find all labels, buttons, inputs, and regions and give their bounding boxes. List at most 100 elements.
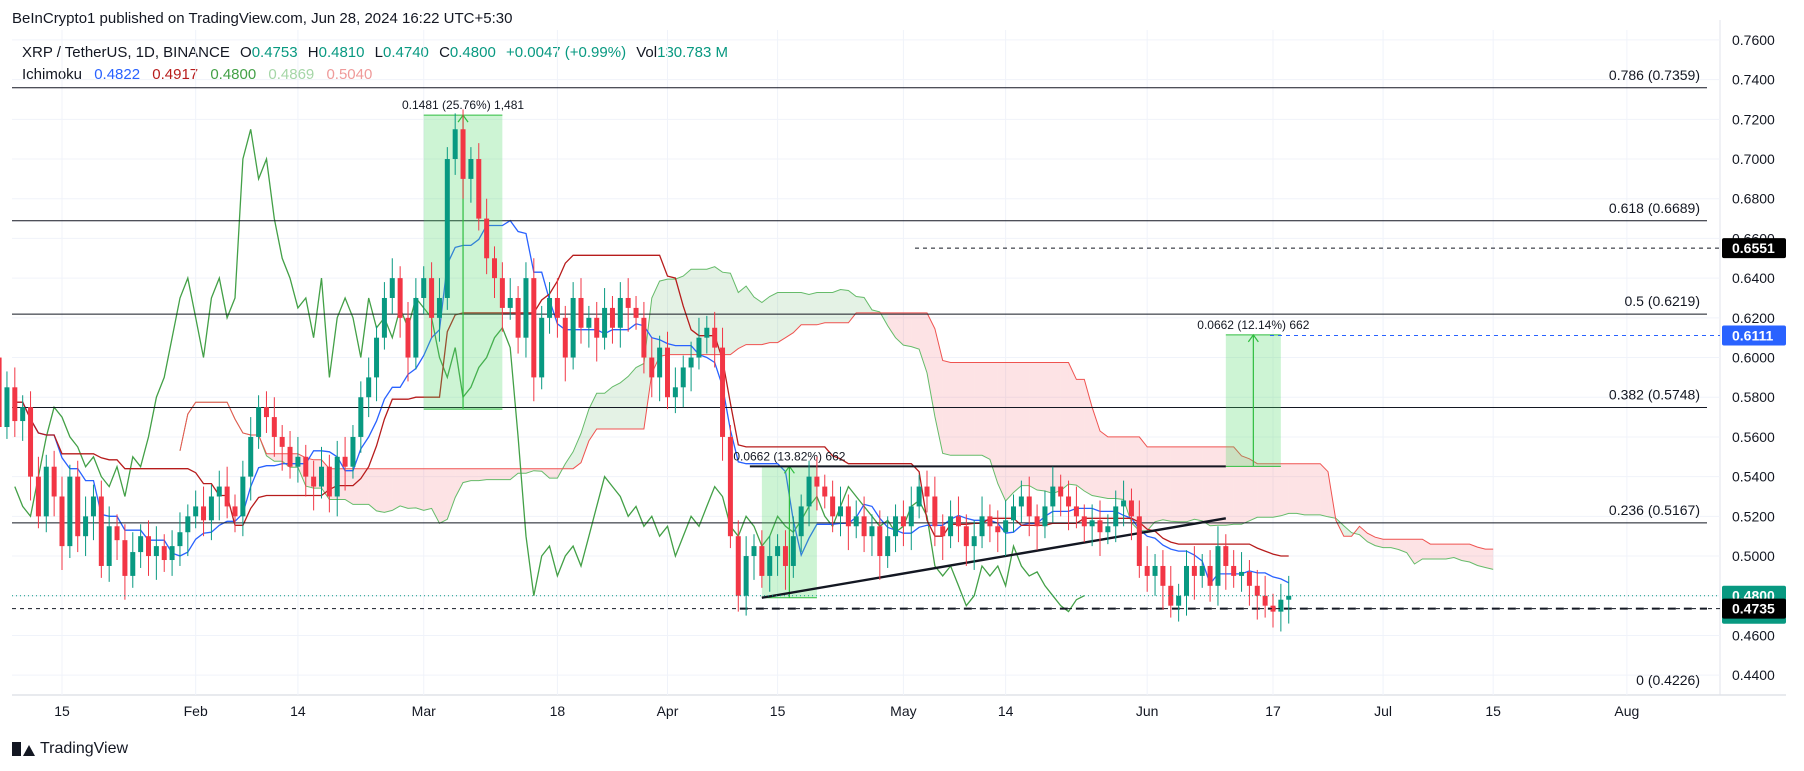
- ichimoku-cloud: [337, 468, 346, 500]
- ichimoku-cloud: [1241, 455, 1250, 525]
- candle-body: [177, 532, 183, 547]
- ichimoku-cloud: [345, 468, 353, 505]
- candle-body: [971, 536, 977, 547]
- ichimoku-cloud: [329, 468, 338, 500]
- price-badge-label: 0.4800: [1732, 588, 1775, 604]
- candle-body: [83, 516, 89, 537]
- ichimoku-cloud: [1013, 362, 1022, 493]
- candle-body: [43, 466, 49, 517]
- ichimoku-cloud: [541, 468, 550, 479]
- ichimoku-value: 0.4800: [210, 66, 257, 83]
- candle-body: [201, 506, 207, 521]
- candle-body: [672, 387, 678, 398]
- ichimoku-cloud: [706, 266, 715, 355]
- candle-body: [767, 556, 773, 576]
- candle-body: [665, 347, 670, 398]
- tradingview-logo: TradingView: [12, 740, 128, 758]
- candle-body: [326, 466, 332, 497]
- ichimoku-cloud: [447, 468, 456, 520]
- candle-body: [602, 307, 608, 338]
- ichimoku-cloud: [305, 457, 314, 489]
- ichimoku-cloud: [1084, 379, 1093, 496]
- candle-body: [704, 327, 710, 338]
- ichimoku-cloud: [620, 376, 629, 429]
- ichimoku-cloud: [848, 290, 857, 323]
- candle-body: [468, 159, 474, 179]
- ichimoku-cloud: [683, 269, 692, 355]
- candle-body: [106, 526, 112, 566]
- candle-body: [1003, 520, 1009, 533]
- candle-body: [1223, 546, 1229, 566]
- ichimoku-cloud: [1092, 407, 1100, 497]
- candle-body: [208, 496, 214, 521]
- y-tick-label: 0.5200: [1732, 508, 1775, 524]
- ichimoku-cloud: [235, 419, 243, 433]
- candle-body: [1286, 595, 1292, 600]
- y-tick-label: 0.6400: [1732, 270, 1775, 286]
- candle-body: [436, 297, 442, 318]
- ichimoku-cloud: [1210, 446, 1218, 526]
- ohlc-open: O0.4753: [240, 44, 298, 61]
- ichimoku-cloud: [1147, 446, 1156, 531]
- ichimoku-cloud: [1233, 446, 1242, 525]
- ichimoku-cloud: [1343, 525, 1352, 537]
- y-tick-label: 0.5800: [1732, 389, 1775, 405]
- ichimoku-cloud: [1037, 362, 1045, 492]
- ichimoku-cloud: [478, 468, 487, 481]
- candle-body: [303, 456, 309, 477]
- candle-body: [649, 357, 655, 378]
- candle-body: [240, 476, 246, 517]
- ichimoku-label[interactable]: Ichimoku: [22, 66, 83, 83]
- candle-body: [1058, 486, 1064, 497]
- ichimoku-cloud: [824, 292, 833, 323]
- ichimoku-cloud: [1273, 463, 1281, 518]
- ichimoku-cloud: [258, 434, 267, 456]
- ichimoku-cloud: [604, 386, 613, 429]
- candle-body: [1018, 496, 1024, 507]
- candle-body: [641, 317, 647, 358]
- x-tick-label: Mar: [412, 703, 436, 719]
- candle-body: [814, 476, 820, 487]
- ichimoku-cloud: [439, 468, 448, 524]
- ichimoku-cloud: [777, 292, 786, 343]
- candle-body: [869, 526, 875, 537]
- candle-body: [1034, 516, 1040, 527]
- ichimoku-cloud: [1068, 362, 1077, 486]
- candle-body: [735, 536, 741, 596]
- candle-body: [1207, 565, 1213, 586]
- ichimoku-legend: Ichimoku 0.4822 0.4917 0.4800 0.4869 0.5…: [22, 66, 380, 83]
- y-tick-label: 0.7600: [1732, 32, 1775, 48]
- ichimoku-cloud: [1060, 362, 1069, 491]
- tradingview-brand: TradingView: [40, 740, 129, 757]
- ichimoku-cloud: [1257, 463, 1266, 518]
- ichimoku-cloud: [1430, 544, 1439, 560]
- candle-body: [1176, 595, 1182, 606]
- ichimoku-cloud: [1186, 446, 1195, 522]
- candle-body: [311, 476, 317, 487]
- ichimoku-cloud: [816, 292, 825, 325]
- y-tick-label: 0.5400: [1732, 469, 1775, 485]
- price-badge-label: 0.6111: [1732, 328, 1773, 344]
- published-line: BeInCrypto1 published on TradingView.com…: [12, 10, 513, 27]
- ichimoku-cloud: [1021, 362, 1030, 486]
- candle-body: [216, 486, 222, 497]
- candle-body: [114, 526, 120, 541]
- candle-body: [955, 516, 961, 527]
- x-tick-label: May: [890, 703, 916, 719]
- ohlc-close: C0.4800: [439, 44, 496, 61]
- ichimoku-cloud: [1249, 458, 1258, 521]
- measure-box: [423, 115, 503, 410]
- candle-body: [271, 417, 277, 437]
- ichimoku-cloud: [1335, 518, 1344, 537]
- ichimoku-cloud: [761, 296, 770, 345]
- fib-level-label: 0.5 (0.6219): [1625, 293, 1701, 309]
- candle-body: [185, 516, 191, 533]
- candle-body: [342, 456, 348, 467]
- symbol-name[interactable]: XRP / TetherUS, 1D, BINANCE: [22, 44, 230, 61]
- candle-body: [138, 536, 144, 553]
- ichimoku-value: 0.4869: [268, 66, 315, 83]
- price-badge-countdown: 13:07:20: [1732, 607, 1783, 622]
- ichimoku-cloud: [525, 468, 534, 474]
- ichimoku-cloud: [730, 273, 739, 355]
